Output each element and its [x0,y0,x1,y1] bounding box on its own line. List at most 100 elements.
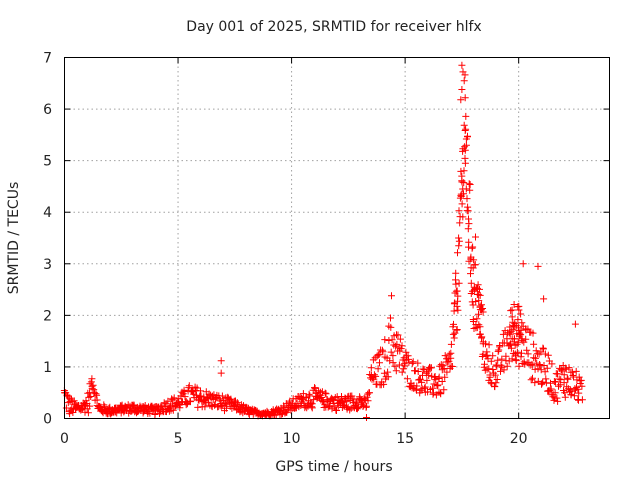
data-point [503,362,511,370]
data-point [529,329,537,337]
data-point [450,334,458,342]
data-point [547,385,555,393]
data-points [60,61,586,421]
data-point [567,391,575,399]
data-point [561,389,569,397]
data-point [570,392,578,400]
data-point [534,262,542,270]
data-point [375,350,383,358]
data-point [460,179,468,187]
data-point [438,378,446,385]
data-point [532,347,540,355]
data-point [544,351,552,359]
data-point [437,361,445,369]
data-point [476,323,484,331]
data-point [481,360,488,368]
data-point [462,141,470,149]
data-point [531,365,539,373]
data-point [387,314,394,322]
data-point [507,327,515,335]
data-point [88,375,96,383]
data-point [460,167,468,175]
data-point [392,342,400,350]
data-point [400,365,408,373]
data-point [470,256,478,264]
data-point [331,403,339,411]
data-point [461,159,469,167]
data-point [485,365,493,373]
data-point [193,391,200,399]
data-point [575,389,583,397]
data-point [321,389,329,397]
data-point [511,335,518,343]
data-point [201,403,209,411]
data-point [443,368,451,376]
data-point [451,329,459,337]
data-point [461,146,469,154]
data-point [318,394,326,401]
data-point [322,390,330,398]
data-point [489,366,497,373]
x-tick-label: 10 [283,431,301,447]
data-point [464,207,472,215]
data-point [467,279,475,287]
data-point [508,306,516,314]
data-point [462,112,470,120]
data-point [433,382,441,390]
data-point [493,376,501,383]
data-point [429,384,437,392]
data-point [514,316,522,324]
data-point [194,403,202,411]
data-point [507,340,514,348]
data-point [457,96,465,104]
data-point [185,384,193,392]
data-point [489,352,497,360]
data-point [308,404,316,412]
data-point [500,366,508,374]
data-point [495,346,503,354]
data-point [389,359,397,367]
y-tick-label: 1 [43,360,52,376]
data-point [540,345,547,353]
data-point [101,406,109,414]
data-point [479,308,487,316]
data-point [423,376,431,384]
data-point [461,94,469,102]
data-point [370,371,378,379]
data-point [515,362,523,370]
data-point [92,390,100,398]
data-point [69,409,77,416]
data-point [164,397,172,405]
data-point [560,371,568,379]
data-point [352,399,360,407]
data-point [508,355,516,363]
data-point [552,378,559,386]
data-point [555,382,562,390]
data-point [435,388,443,396]
data-point [494,356,502,364]
data-point [476,285,483,293]
x-axis-title: GPS time / hours [275,459,392,475]
data-point [460,121,468,129]
data-point [66,410,74,418]
data-point [398,368,406,376]
data-point [458,61,466,69]
data-point [470,325,478,332]
data-point [517,310,525,318]
data-point [458,86,466,93]
data-point [523,346,531,354]
data-point [427,364,435,372]
axis-ticks [64,57,610,419]
data-point [456,219,464,227]
data-point [384,368,392,376]
data-point [217,369,225,377]
data-point [218,392,226,400]
data-point [380,369,388,377]
y-tick-label: 2 [43,308,52,324]
data-point [474,281,482,289]
data-point [445,350,453,358]
data-point [491,371,499,379]
data-point [430,380,438,388]
data-point [411,367,419,375]
data-point [379,348,387,356]
